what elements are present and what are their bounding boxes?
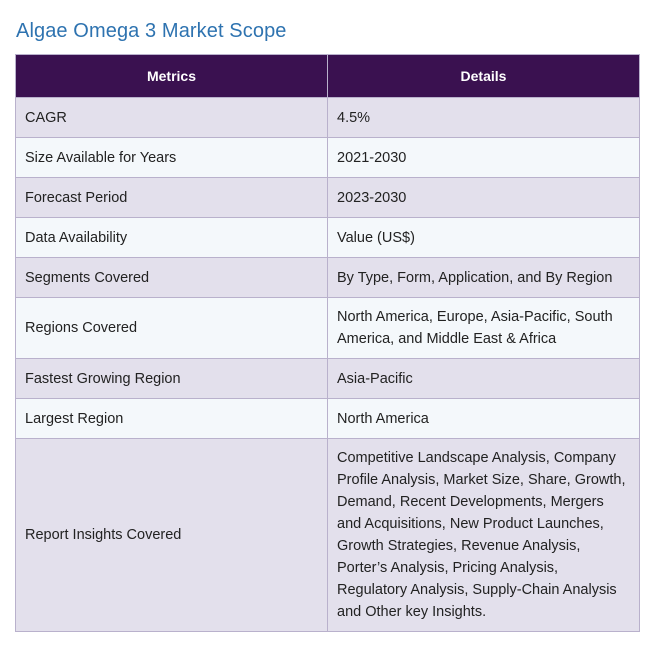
detail-cell: 2023-2030 bbox=[327, 177, 640, 218]
header-details: Details bbox=[327, 54, 640, 98]
detail-cell: North America bbox=[327, 398, 640, 439]
metric-cell: Data Availability bbox=[15, 217, 328, 258]
page-title: Algae Omega 3 Market Scope bbox=[16, 20, 287, 42]
detail-cell: North America, Europe, Asia-Pacific, Sou… bbox=[327, 297, 640, 359]
detail-cell: Asia-Pacific bbox=[327, 358, 640, 399]
metric-cell: Regions Covered bbox=[15, 297, 328, 359]
detail-cell: 4.5% bbox=[327, 97, 640, 138]
metric-cell: Forecast Period bbox=[15, 177, 328, 218]
table-row: Segments Covered By Type, Form, Applicat… bbox=[15, 257, 640, 298]
header-metrics: Metrics bbox=[15, 54, 328, 98]
table-row: Largest Region North America bbox=[15, 398, 640, 439]
table-row: Fastest Growing Region Asia-Pacific bbox=[15, 358, 640, 399]
table-row: Regions Covered North America, Europe, A… bbox=[15, 297, 640, 359]
detail-cell: Competitive Landscape Analysis, Company … bbox=[327, 438, 640, 632]
table-row: Forecast Period 2023-2030 bbox=[15, 177, 640, 218]
metric-cell: Fastest Growing Region bbox=[15, 358, 328, 399]
detail-cell: By Type, Form, Application, and By Regio… bbox=[327, 257, 640, 298]
detail-cell: 2021-2030 bbox=[327, 137, 640, 178]
metric-cell: CAGR bbox=[15, 97, 328, 138]
metric-cell: Segments Covered bbox=[15, 257, 328, 298]
table-row: Data Availability Value (US$) bbox=[15, 217, 640, 258]
metric-cell: Size Available for Years bbox=[15, 137, 328, 178]
detail-cell: Value (US$) bbox=[327, 217, 640, 258]
table-row: Report Insights Covered Competitive Land… bbox=[15, 438, 640, 632]
table-row: Size Available for Years 2021-2030 bbox=[15, 137, 640, 178]
metric-cell: Largest Region bbox=[15, 398, 328, 439]
table-row: CAGR 4.5% bbox=[15, 97, 640, 138]
table-header-row: Metrics Details bbox=[15, 54, 640, 98]
metric-cell: Report Insights Covered bbox=[15, 438, 328, 632]
market-scope-table: Metrics Details CAGR 4.5% Size Available… bbox=[15, 54, 640, 632]
